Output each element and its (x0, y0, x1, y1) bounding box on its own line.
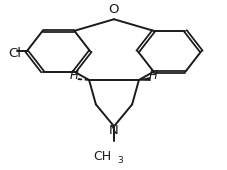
Polygon shape (138, 77, 150, 81)
Text: H: H (70, 69, 79, 82)
Text: H: H (148, 69, 157, 82)
Text: CH: CH (93, 150, 111, 163)
Text: O: O (108, 3, 119, 16)
Text: N: N (109, 124, 118, 137)
Text: Cl: Cl (8, 47, 21, 60)
Text: 3: 3 (116, 156, 122, 165)
